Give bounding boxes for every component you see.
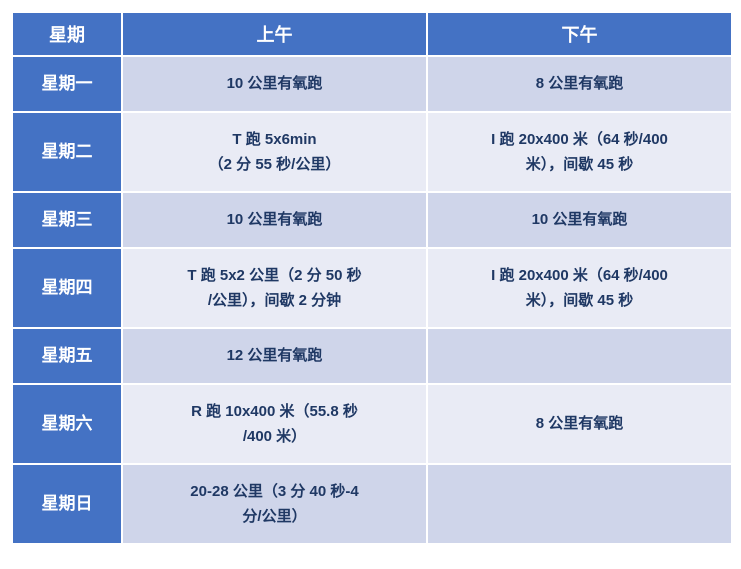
table-body: 星期一10 公里有氧跑8 公里有氧跑星期二T 跑 5x6min（2 分 55 秒… <box>12 56 732 544</box>
schedule-table: 星期 上午 下午 星期一10 公里有氧跑8 公里有氧跑星期二T 跑 5x6min… <box>11 11 733 545</box>
table-row: 星期四T 跑 5x2 公里（2 分 50 秒/公里），间歇 2 分钟I 跑 20… <box>12 248 732 328</box>
day-cell: 星期三 <box>12 192 122 248</box>
day-cell: 星期四 <box>12 248 122 328</box>
header-row: 星期 上午 下午 <box>12 12 732 56</box>
day-cell: 星期五 <box>12 328 122 384</box>
day-cell: 星期一 <box>12 56 122 112</box>
header-morning: 上午 <box>122 12 427 56</box>
morning-cell: 10 公里有氧跑 <box>122 56 427 112</box>
header-day: 星期 <box>12 12 122 56</box>
morning-cell: T 跑 5x6min（2 分 55 秒/公里） <box>122 112 427 192</box>
afternoon-cell <box>427 464 732 544</box>
afternoon-cell: 8 公里有氧跑 <box>427 384 732 464</box>
afternoon-cell: I 跑 20x400 米（64 秒/400米），间歇 45 秒 <box>427 112 732 192</box>
morning-cell: R 跑 10x400 米（55.8 秒/400 米） <box>122 384 427 464</box>
afternoon-cell: 10 公里有氧跑 <box>427 192 732 248</box>
morning-cell: 20-28 公里（3 分 40 秒-4分/公里） <box>122 464 427 544</box>
table-row: 星期六R 跑 10x400 米（55.8 秒/400 米）8 公里有氧跑 <box>12 384 732 464</box>
afternoon-cell: I 跑 20x400 米（64 秒/400米），间歇 45 秒 <box>427 248 732 328</box>
day-cell: 星期二 <box>12 112 122 192</box>
training-schedule-table: 星期 上午 下午 星期一10 公里有氧跑8 公里有氧跑星期二T 跑 5x6min… <box>10 10 731 546</box>
table-row: 星期一10 公里有氧跑8 公里有氧跑 <box>12 56 732 112</box>
morning-cell: T 跑 5x2 公里（2 分 50 秒/公里），间歇 2 分钟 <box>122 248 427 328</box>
morning-cell: 12 公里有氧跑 <box>122 328 427 384</box>
afternoon-cell <box>427 328 732 384</box>
table-row: 星期日20-28 公里（3 分 40 秒-4分/公里） <box>12 464 732 544</box>
table-row: 星期五12 公里有氧跑 <box>12 328 732 384</box>
table-row: 星期二T 跑 5x6min（2 分 55 秒/公里）I 跑 20x400 米（6… <box>12 112 732 192</box>
day-cell: 星期日 <box>12 464 122 544</box>
afternoon-cell: 8 公里有氧跑 <box>427 56 732 112</box>
header-afternoon: 下午 <box>427 12 732 56</box>
table-row: 星期三10 公里有氧跑10 公里有氧跑 <box>12 192 732 248</box>
day-cell: 星期六 <box>12 384 122 464</box>
morning-cell: 10 公里有氧跑 <box>122 192 427 248</box>
